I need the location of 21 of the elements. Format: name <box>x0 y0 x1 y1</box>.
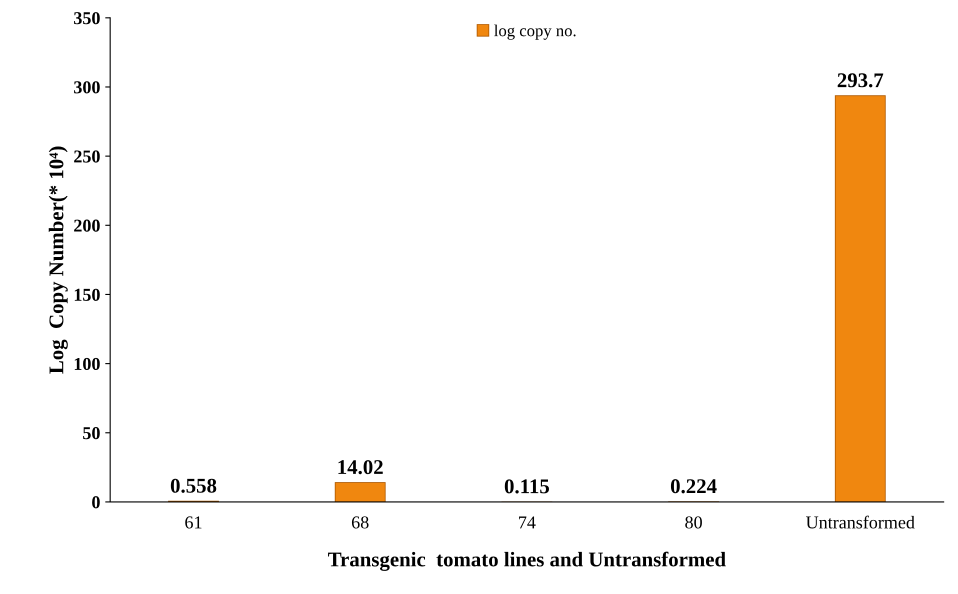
data-label: 14.02 <box>338 460 383 474</box>
y-tick-label: 50 <box>83 427 100 440</box>
y-tick-label: 0 <box>92 496 100 508</box>
data-label: 0.224 <box>670 479 717 494</box>
x-tick-label: 80 <box>685 516 702 529</box>
y-tick-label: 100 <box>74 358 100 370</box>
y-tick-label: 300 <box>74 81 100 94</box>
y-axis-title: Log Copy Number(* 10⁴) <box>48 146 68 374</box>
data-label: 293.7 <box>838 73 884 88</box>
y-tick-label: 350 <box>74 12 100 24</box>
y-tick-label: 200 <box>74 220 100 232</box>
y-tick-label: 250 <box>74 150 100 163</box>
x-tick-label: Untransformed <box>806 516 915 529</box>
data-label: 0.558 <box>170 478 216 493</box>
data-label: 0.115 <box>504 479 550 494</box>
x-tick-label: 68 <box>352 516 369 529</box>
y-tick-label: 150 <box>74 288 100 301</box>
x-axis-title: Transgenic tomato lines and Untransformed <box>328 552 726 571</box>
x-tick-label: 74 <box>519 516 536 528</box>
x-tick-label: 61 <box>185 516 202 529</box>
legend-label: log copy no. <box>494 24 576 40</box>
